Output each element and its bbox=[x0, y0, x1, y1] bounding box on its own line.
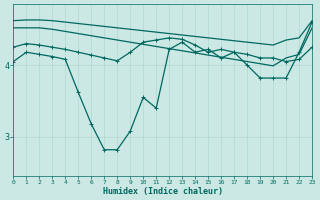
X-axis label: Humidex (Indice chaleur): Humidex (Indice chaleur) bbox=[103, 187, 223, 196]
